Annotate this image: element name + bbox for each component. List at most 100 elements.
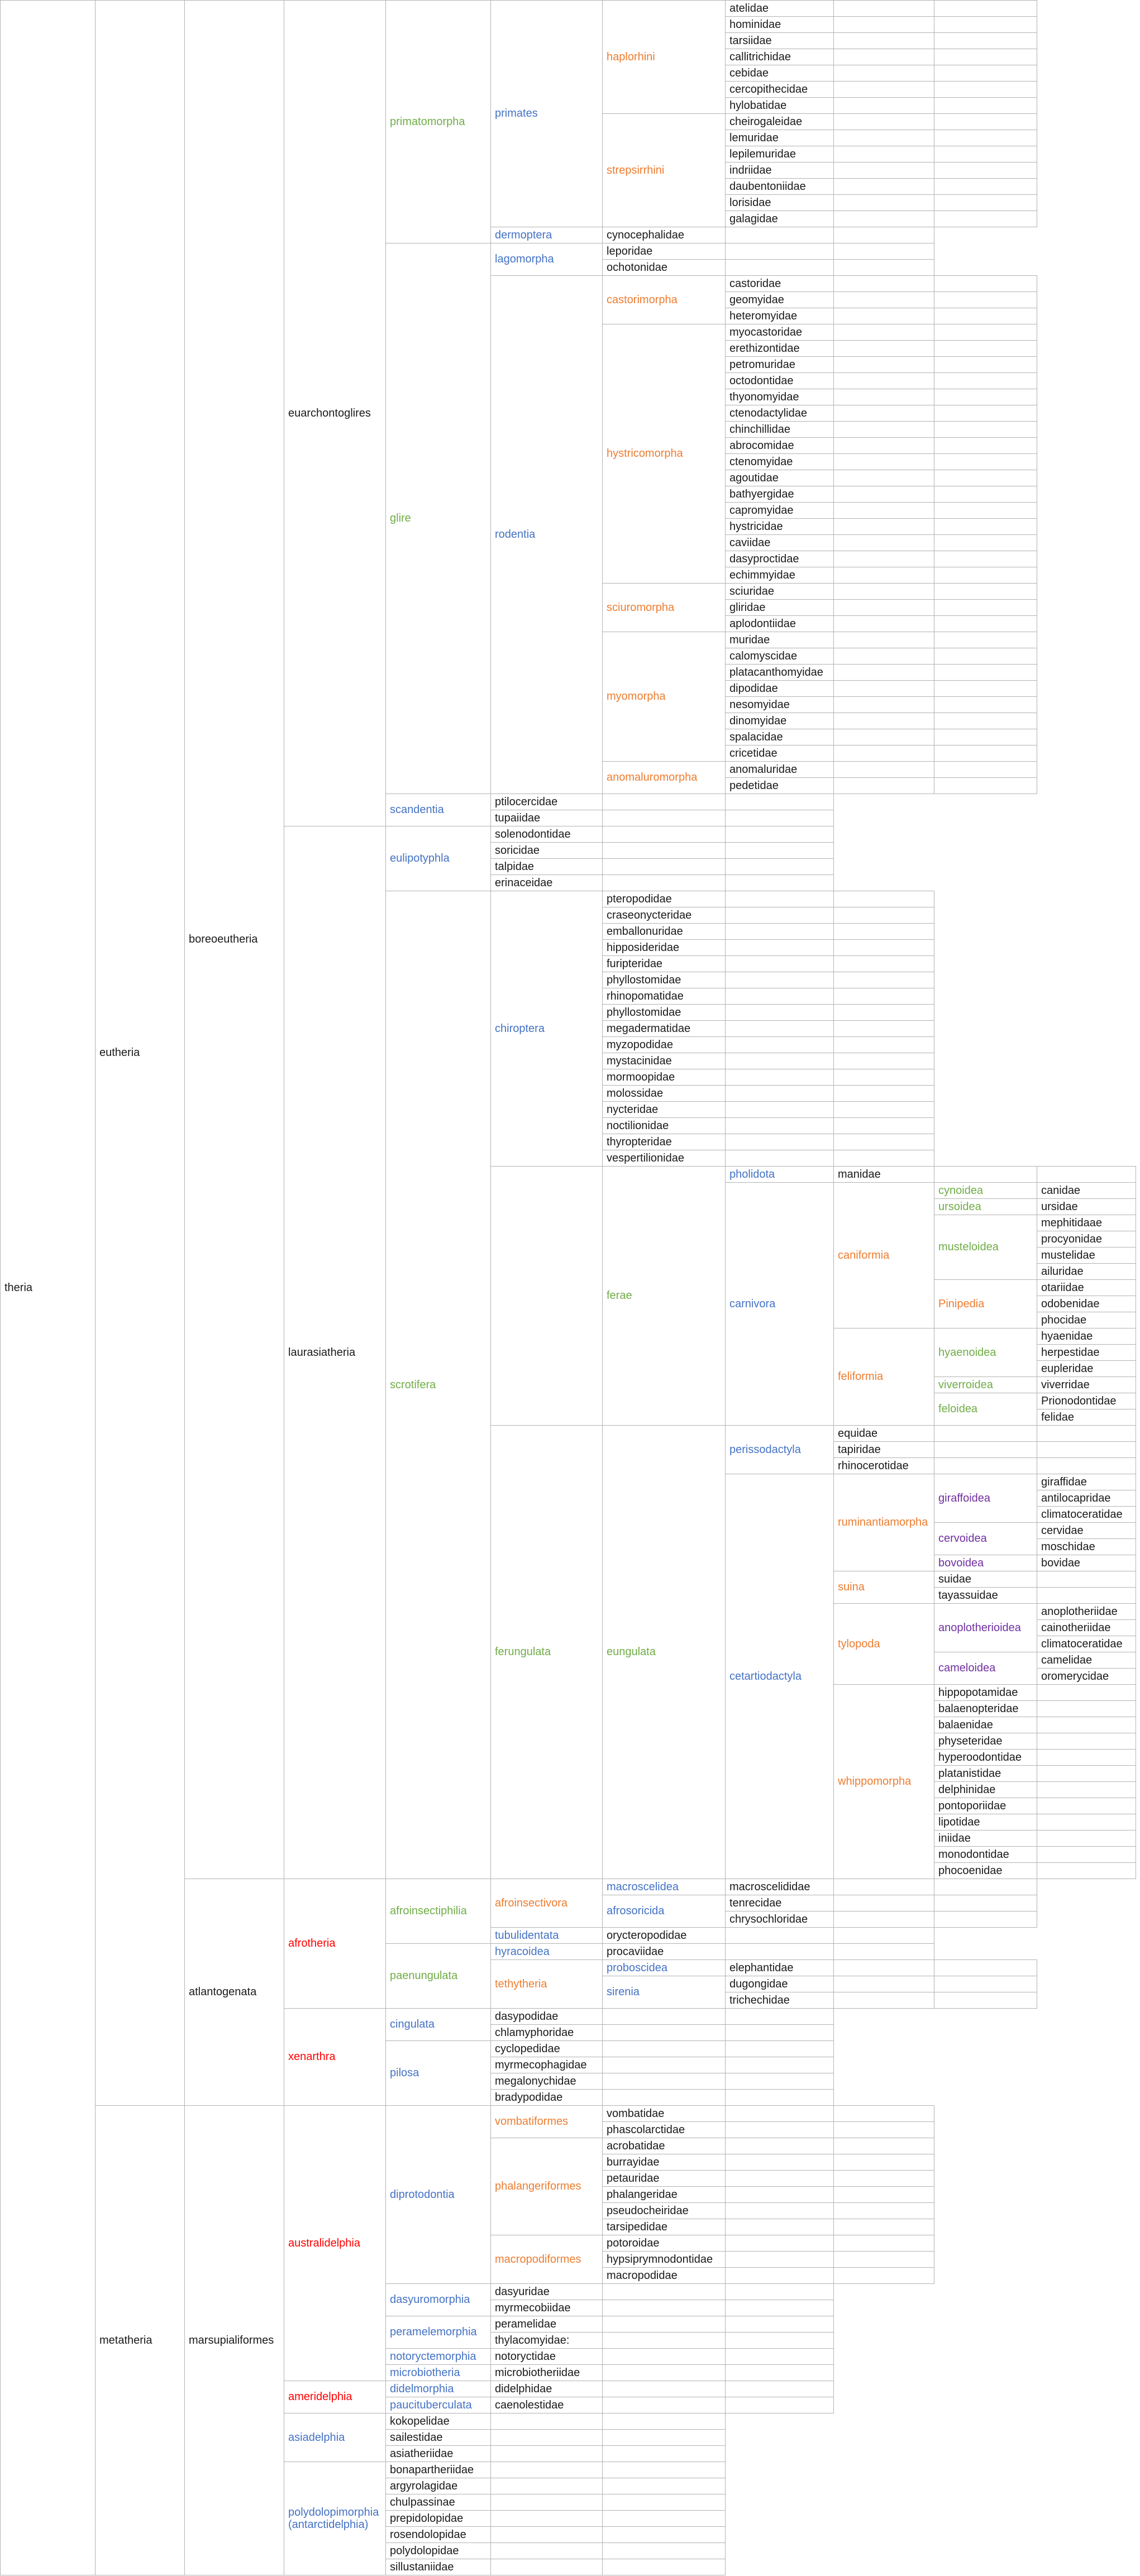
family-hipposideridae[interactable]: hipposideridae (602, 939, 726, 956)
family-myocastoridae[interactable]: myocastoridae (725, 324, 834, 341)
empty-cell[interactable] (602, 810, 726, 826)
empty-cell[interactable] (602, 842, 726, 859)
empty-cell[interactable] (725, 2283, 834, 2300)
empty-cell[interactable] (833, 1134, 934, 1150)
empty-cell[interactable] (934, 1425, 1037, 1442)
family-calomyscidae[interactable]: calomyscidae (725, 648, 834, 665)
family-vombatidae[interactable]: vombatidae (602, 2105, 726, 2122)
empty-cell[interactable] (934, 1166, 1037, 1183)
empty-cell[interactable] (833, 32, 934, 49)
clade-cynoidea[interactable]: cynoidea (934, 1182, 1037, 1199)
family-dasyproctidae[interactable]: dasyproctidae (725, 551, 834, 567)
family-procaviidae[interactable]: procaviidae (602, 1943, 726, 1960)
empty-cell[interactable] (725, 2073, 834, 2090)
family-leporidae[interactable]: leporidae (602, 243, 726, 260)
empty-cell[interactable] (725, 2154, 834, 2171)
empty-cell[interactable] (725, 243, 834, 260)
empty-cell[interactable] (602, 2526, 726, 2543)
empty-cell[interactable] (833, 745, 934, 762)
empty-cell[interactable] (1037, 1846, 1136, 1863)
clade-polydolopimorphia-antarctidelphia[interactable]: polydolopimorphia (antarctidelphia) (284, 2462, 386, 2575)
empty-cell[interactable] (725, 874, 834, 891)
empty-cell[interactable] (833, 178, 934, 195)
family-spalacidae[interactable]: spalacidae (725, 729, 834, 745)
empty-cell[interactable] (602, 2089, 726, 2106)
empty-cell[interactable] (833, 81, 934, 98)
empty-cell[interactable] (934, 567, 1037, 584)
family-procyonidae[interactable]: procyonidae (1037, 1231, 1136, 1248)
empty-cell[interactable] (490, 2462, 603, 2478)
empty-cell[interactable] (602, 2040, 726, 2057)
family-solenodontidae[interactable]: solenodontidae (490, 826, 603, 843)
clade-asiadelphia[interactable]: asiadelphia (284, 2413, 386, 2462)
family-chulpassinae[interactable]: chulpassinae (385, 2494, 491, 2511)
clade-anomaluromorpha[interactable]: anomaluromorpha (602, 761, 726, 794)
family-dipodidae[interactable]: dipodidae (725, 680, 834, 697)
empty-cell[interactable] (833, 1004, 934, 1021)
clade-hyaenoidea[interactable]: hyaenoidea (934, 1328, 1037, 1377)
empty-cell[interactable] (833, 243, 934, 260)
empty-cell[interactable] (934, 1441, 1037, 1458)
clade-proboscidea[interactable]: proboscidea (602, 1960, 726, 1976)
empty-cell[interactable] (934, 1911, 1037, 1928)
empty-cell[interactable] (833, 777, 934, 794)
empty-cell[interactable] (602, 2494, 726, 2511)
empty-cell[interactable] (725, 2300, 834, 2316)
empty-cell[interactable] (490, 2445, 603, 2462)
empty-cell[interactable] (934, 308, 1037, 324)
family-platacanthomyidae[interactable]: platacanthomyidae (725, 664, 834, 681)
family-ailuridae[interactable]: ailuridae (1037, 1263, 1136, 1280)
family-asiatheriidae[interactable]: asiatheriidae (385, 2445, 491, 2462)
family-argyrolagidae[interactable]: argyrolagidae (385, 2478, 491, 2494)
family-geomyidae[interactable]: geomyidae (725, 291, 834, 308)
empty-cell[interactable] (833, 324, 934, 341)
empty-cell[interactable] (934, 130, 1037, 146)
family-cercopithecidae[interactable]: cercopithecidae (725, 81, 834, 98)
empty-cell[interactable] (725, 2348, 834, 2365)
empty-cell[interactable] (934, 372, 1037, 389)
family-peramelidae[interactable]: peramelidae (490, 2316, 603, 2333)
family-polydolopidae[interactable]: polydolopidae (385, 2542, 491, 2559)
empty-cell[interactable] (490, 2494, 603, 2511)
empty-cell[interactable] (833, 632, 934, 648)
empty-cell[interactable] (934, 615, 1037, 632)
empty-cell[interactable] (490, 2559, 603, 2575)
empty-cell[interactable] (725, 972, 834, 988)
empty-cell[interactable] (602, 2348, 726, 2365)
clade-whippomorpha[interactable]: whippomorpha (833, 1684, 934, 1879)
family-sillustaniidae[interactable]: sillustaniidae (385, 2559, 491, 2575)
family-felidae[interactable]: felidae (1037, 1409, 1136, 1426)
empty-cell[interactable] (833, 955, 934, 972)
empty-cell[interactable] (833, 486, 934, 503)
clade-cameloidea[interactable]: cameloidea (934, 1652, 1037, 1685)
family-molossidae[interactable]: molossidae (602, 1085, 726, 1102)
family-cricetidae[interactable]: cricetidae (725, 745, 834, 762)
family-kokopelidae[interactable]: kokopelidae (385, 2413, 491, 2430)
empty-cell[interactable] (833, 259, 934, 276)
empty-cell[interactable] (725, 2105, 834, 2122)
family-heteromyidae[interactable]: heteromyidae (725, 308, 834, 324)
family-balaenopteridae[interactable]: balaenopteridae (934, 1700, 1037, 1717)
empty-cell[interactable] (934, 745, 1037, 762)
empty-cell[interactable] (833, 1895, 934, 1911)
empty-cell[interactable] (833, 389, 934, 405)
family-trichechidae[interactable]: trichechidae (725, 1992, 834, 2009)
empty-cell[interactable] (833, 340, 934, 357)
empty-cell[interactable] (833, 939, 934, 956)
clade-haplorhini[interactable]: haplorhini (602, 0, 726, 114)
empty-cell[interactable] (725, 1134, 834, 1150)
empty-cell[interactable] (833, 1976, 934, 1992)
clade-ursoidea[interactable]: ursoidea (934, 1198, 1037, 1215)
empty-cell[interactable] (833, 567, 934, 584)
empty-cell[interactable] (833, 1992, 934, 2009)
family-megadermatidae[interactable]: megadermatidae (602, 1020, 726, 1037)
family-nycteridae[interactable]: nycteridae (602, 1101, 726, 1118)
empty-cell[interactable] (934, 648, 1037, 665)
empty-cell[interactable] (934, 65, 1037, 82)
empty-cell[interactable] (934, 1992, 1037, 2009)
family-notoryctidae[interactable]: notoryctidae (490, 2348, 603, 2365)
family-hystricidae[interactable]: hystricidae (725, 518, 834, 535)
empty-cell[interactable] (833, 2202, 934, 2219)
empty-cell[interactable] (833, 2186, 934, 2203)
empty-cell[interactable] (725, 2138, 834, 2154)
